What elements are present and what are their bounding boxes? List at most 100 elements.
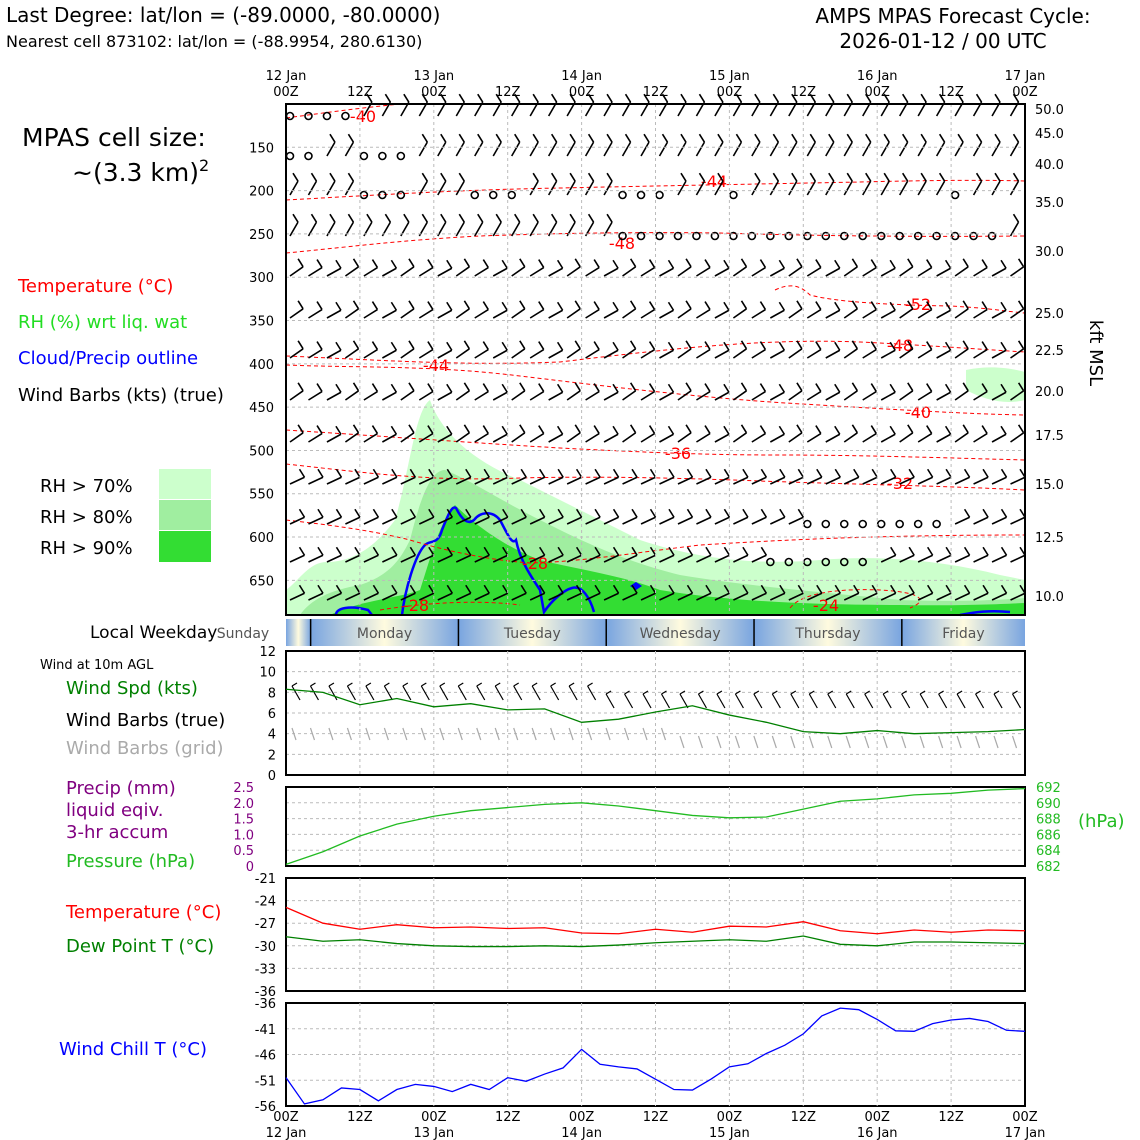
wind-barb — [326, 433, 342, 443]
wind-barb — [621, 141, 632, 157]
wind-barb — [659, 267, 674, 277]
wind-barb — [1009, 141, 1020, 157]
wind-barb-flag — [458, 213, 465, 223]
wind-barb — [455, 476, 472, 485]
wind-barb-flag — [575, 546, 583, 556]
wind-barb-flag — [667, 383, 675, 393]
wind-barb — [991, 592, 1007, 601]
wind-barb-flag — [648, 341, 656, 350]
y-tick-label: -46 — [255, 1049, 276, 1064]
wind-barb-flag — [612, 301, 619, 311]
wind-barb-flag — [298, 468, 306, 478]
wind-barb-flag — [556, 259, 564, 269]
wind-barb-flag — [772, 93, 780, 103]
wind-barb — [437, 141, 447, 157]
wind-barb-flag — [390, 383, 398, 393]
wind-barb — [862, 432, 877, 443]
wind-barb — [972, 141, 983, 157]
wind-panel: 0 2 4 6 8 10 12 — [259, 645, 1026, 784]
wind-barb-flag — [624, 133, 632, 143]
wind-barb — [548, 476, 564, 485]
wind-barb-flag — [1000, 508, 1008, 518]
wind-barb-flag — [495, 213, 502, 223]
wind-barb — [603, 554, 619, 563]
wind-barb-flag — [421, 133, 429, 143]
wind-barb-flag — [569, 213, 576, 223]
wind-barb-flag — [975, 133, 983, 143]
height-tick: 50.0 — [1035, 103, 1064, 118]
wind-barb-grid — [365, 727, 371, 741]
calm-marker — [858, 519, 868, 529]
wind-barb — [289, 308, 304, 319]
wind-barb — [991, 554, 1007, 563]
wind-barb-flag — [440, 133, 447, 143]
wind-barb-true-flag — [938, 690, 944, 695]
wind-barb — [289, 432, 304, 443]
wind-barb-grid — [420, 727, 426, 741]
wind-barb-flag — [834, 468, 841, 478]
wind-barb-flag — [926, 341, 933, 350]
height-tick: 30.0 — [1035, 245, 1064, 260]
wind-barb — [511, 554, 527, 563]
wind-barb-true — [827, 693, 837, 709]
wind-barb — [382, 592, 398, 601]
wind-barb-flag — [428, 584, 435, 594]
wind-barb — [936, 309, 952, 319]
calm-marker — [304, 111, 313, 121]
wind-barb — [898, 180, 909, 196]
wind-barb-true-flag — [310, 682, 316, 687]
wind-barb-true-flag — [642, 690, 649, 695]
calm-marker — [396, 151, 406, 161]
legend-rh80: RH > 80% — [40, 507, 133, 528]
bottom-date-label: 12 Jan — [266, 1126, 307, 1140]
top-hour-label: 12Z — [791, 85, 817, 100]
rh90-swatch — [159, 531, 211, 562]
wind-barb-flag — [446, 584, 453, 594]
wind-barb-flag — [594, 508, 601, 518]
wind-barb-flag — [408, 340, 415, 350]
wind-barb — [400, 592, 416, 601]
wind-barb-flag — [742, 508, 749, 518]
wind-barb-flag — [957, 133, 964, 143]
wind-barb-true-flag — [845, 690, 852, 695]
weekday-name: Sunday — [217, 626, 269, 642]
wind-barb-flag — [538, 546, 546, 556]
wind-barb — [548, 516, 564, 525]
wind-barb-flag — [870, 383, 877, 392]
wind-barb — [289, 221, 299, 237]
wind-barb-grid — [771, 735, 777, 749]
wind-barb — [307, 180, 318, 196]
wind-barb-flag — [587, 133, 595, 143]
wind-barb — [788, 180, 798, 196]
wind-barb — [880, 391, 896, 401]
wind-barb-flag — [926, 468, 934, 478]
wind-barb-flag — [740, 340, 748, 350]
wind-barb-flag — [760, 584, 768, 594]
wind-barb-flag — [482, 425, 489, 434]
wind-barb-flag — [631, 468, 638, 478]
wind-barb — [603, 141, 613, 157]
wind-barb-flag — [352, 258, 360, 268]
wind-barb-flag — [593, 425, 600, 434]
legend-barbs: Wind Barbs (kts) (true) — [18, 385, 224, 406]
wind-barb-flag — [409, 508, 417, 518]
wind-barb-flag — [815, 341, 822, 350]
wind-barb-flag — [704, 383, 711, 392]
wind-barb-flag — [612, 508, 620, 518]
weekday-cell — [901, 619, 1025, 646]
wind-barb — [529, 476, 546, 485]
weekday-cell — [606, 619, 755, 646]
wind-barb — [843, 476, 860, 485]
wind-barb — [418, 141, 429, 157]
wind-barb-flag — [463, 300, 471, 310]
wind-barb — [640, 348, 656, 359]
wind-barb-grid — [956, 735, 962, 749]
wind-barb — [862, 266, 877, 277]
wind-barb-flag — [538, 508, 546, 518]
wind-barb-grid — [734, 735, 740, 749]
cell-size-label: MPAS cell size: — [22, 123, 206, 152]
calm-marker — [821, 231, 831, 241]
wind-barb-true-flag — [494, 682, 501, 687]
top-hour-label: 00Z — [717, 85, 743, 100]
wind-barb-flag — [870, 341, 877, 350]
